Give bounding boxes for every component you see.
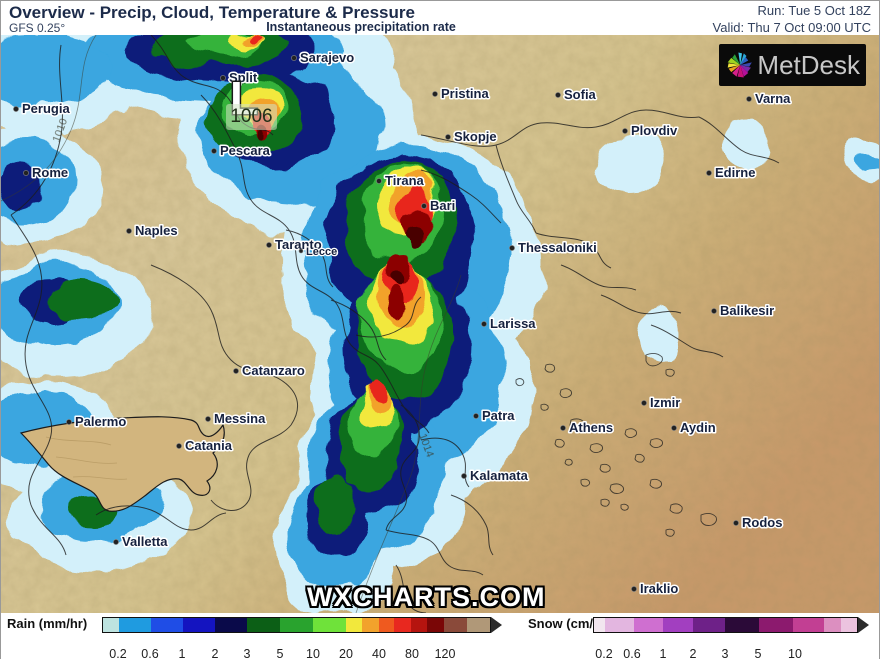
svg-text:Rodos: Rodos (742, 515, 782, 530)
svg-text:Plovdiv: Plovdiv (631, 123, 678, 138)
svg-text:Tirana: Tirana (385, 173, 425, 188)
svg-text:Varna: Varna (755, 91, 791, 106)
svg-text:Catania: Catania (185, 438, 233, 453)
svg-text:Perugia: Perugia (22, 101, 70, 116)
svg-text:Larissa: Larissa (490, 316, 536, 331)
svg-text:Patra: Patra (482, 408, 515, 423)
svg-text:Balikesir: Balikesir (720, 303, 774, 318)
svg-text:Palermo: Palermo (75, 414, 126, 429)
svg-text:Aydin: Aydin (680, 420, 716, 435)
svg-text:Valletta: Valletta (122, 534, 168, 549)
svg-text:Messina: Messina (214, 411, 266, 426)
svg-text:Lecce: Lecce (306, 246, 337, 258)
svg-text:Edirne: Edirne (715, 165, 755, 180)
svg-text:Kalamata: Kalamata (470, 468, 529, 483)
svg-text:Bari: Bari (430, 198, 455, 213)
svg-text:Thessaloniki: Thessaloniki (518, 240, 597, 255)
svg-text:Iraklio: Iraklio (640, 581, 678, 596)
svg-text:Sofia: Sofia (564, 87, 597, 102)
svg-text:Naples: Naples (135, 223, 178, 238)
svg-text:Catanzaro: Catanzaro (242, 363, 305, 378)
svg-text:Pristina: Pristina (441, 86, 489, 101)
svg-text:Rome: Rome (32, 165, 68, 180)
svg-text:Athens: Athens (569, 420, 613, 435)
svg-text:Skopje: Skopje (454, 129, 497, 144)
svg-text:Izmir: Izmir (650, 395, 680, 410)
svg-text:Sarajevo: Sarajevo (300, 50, 354, 65)
svg-text:Pescara: Pescara (220, 143, 271, 158)
